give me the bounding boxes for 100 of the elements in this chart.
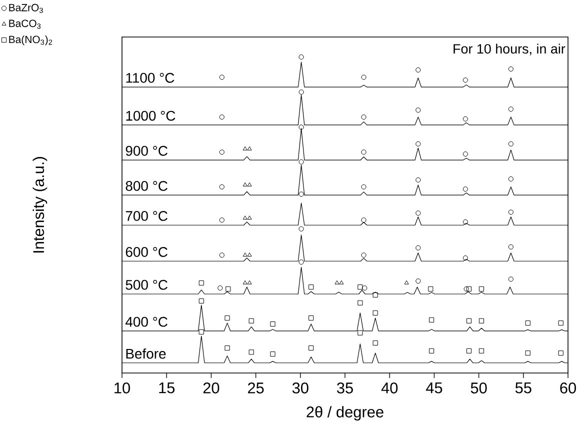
legend-label: BaZrO$_{3}$ bbox=[9, 4, 43, 13]
point bbox=[428, 317, 434, 322]
point bbox=[247, 280, 252, 284]
point bbox=[242, 216, 248, 220]
point bbox=[334, 280, 340, 284]
point bbox=[358, 330, 363, 336]
point bbox=[226, 286, 231, 292]
x-tick-label: 50 bbox=[470, 382, 487, 394]
point bbox=[224, 315, 230, 321]
point bbox=[372, 310, 378, 316]
point bbox=[198, 298, 204, 304]
point bbox=[361, 150, 366, 155]
point bbox=[462, 151, 468, 157]
x-tick-label: 35 bbox=[337, 382, 353, 394]
point bbox=[462, 255, 468, 261]
x-tick-label: 40 bbox=[381, 382, 398, 394]
point bbox=[198, 280, 204, 286]
point bbox=[416, 177, 421, 182]
point bbox=[508, 176, 514, 182]
point bbox=[558, 350, 564, 356]
x-axis-title: 2θ / degree bbox=[306, 406, 384, 421]
point bbox=[248, 318, 254, 324]
y-axis-title: Intensity (a.u.) bbox=[32, 157, 48, 252]
point bbox=[466, 286, 472, 292]
x-tick-label: 10 bbox=[114, 382, 130, 394]
point bbox=[224, 345, 230, 351]
point bbox=[361, 114, 366, 120]
point bbox=[219, 150, 224, 155]
annotation: 700 °C bbox=[126, 211, 168, 221]
point bbox=[508, 244, 514, 250]
point bbox=[416, 141, 421, 146]
point bbox=[464, 286, 469, 292]
point bbox=[298, 90, 304, 95]
point bbox=[218, 285, 223, 291]
point bbox=[508, 210, 514, 215]
point bbox=[298, 54, 304, 60]
x-tick-label: 45 bbox=[426, 382, 442, 394]
point bbox=[308, 315, 314, 321]
point bbox=[198, 329, 204, 334]
point bbox=[416, 67, 421, 72]
point bbox=[478, 318, 484, 324]
point bbox=[247, 182, 252, 186]
point bbox=[361, 184, 366, 190]
point bbox=[362, 285, 368, 291]
annotation: 900 °C bbox=[126, 146, 168, 156]
point bbox=[219, 252, 224, 258]
point bbox=[508, 141, 514, 146]
point bbox=[308, 345, 314, 351]
point bbox=[219, 184, 224, 190]
point bbox=[219, 114, 224, 120]
annotation: 600 °C bbox=[126, 247, 168, 257]
point bbox=[247, 146, 252, 150]
legend-label: Ba(NO$_{3}$)$_{2}$ bbox=[9, 35, 52, 46]
point bbox=[247, 216, 252, 220]
point bbox=[466, 348, 472, 354]
point bbox=[219, 74, 224, 80]
annotation: 400 °C bbox=[126, 316, 168, 327]
point bbox=[508, 276, 514, 282]
point bbox=[298, 124, 304, 130]
x-tick-label: 30 bbox=[292, 382, 308, 394]
point bbox=[462, 186, 468, 192]
point bbox=[525, 350, 530, 356]
point bbox=[462, 78, 468, 83]
annotation: 1100 °C bbox=[126, 72, 174, 83]
point bbox=[339, 280, 344, 284]
point bbox=[361, 74, 366, 80]
point bbox=[416, 108, 421, 113]
point bbox=[466, 318, 472, 324]
point bbox=[558, 320, 564, 326]
x-tick-label: 60 bbox=[560, 382, 576, 394]
point bbox=[308, 284, 314, 290]
point bbox=[270, 352, 276, 357]
point bbox=[298, 159, 304, 164]
point bbox=[242, 252, 248, 257]
point bbox=[242, 146, 248, 150]
point bbox=[525, 320, 530, 326]
point bbox=[478, 286, 484, 292]
point bbox=[462, 116, 468, 122]
point bbox=[298, 192, 304, 197]
point bbox=[462, 219, 468, 224]
annotation: Before bbox=[126, 348, 166, 359]
point bbox=[298, 260, 304, 265]
point bbox=[361, 218, 366, 223]
point bbox=[416, 278, 421, 284]
point bbox=[219, 218, 224, 223]
annotation: 1000 °C bbox=[126, 110, 176, 121]
point bbox=[508, 66, 514, 72]
point bbox=[247, 252, 252, 257]
x-tick-label: 15 bbox=[159, 382, 175, 394]
point bbox=[372, 340, 378, 346]
point bbox=[416, 210, 421, 216]
point bbox=[428, 286, 434, 292]
point bbox=[361, 252, 366, 258]
point bbox=[298, 226, 304, 232]
annotation: 800 °C bbox=[126, 181, 168, 191]
point bbox=[242, 182, 248, 186]
point bbox=[358, 284, 363, 290]
x-tick-label: 20 bbox=[203, 382, 220, 394]
text: For 10 hours, in air bbox=[454, 44, 566, 56]
legend-label: BaCO$_{3}$ bbox=[9, 20, 41, 29]
